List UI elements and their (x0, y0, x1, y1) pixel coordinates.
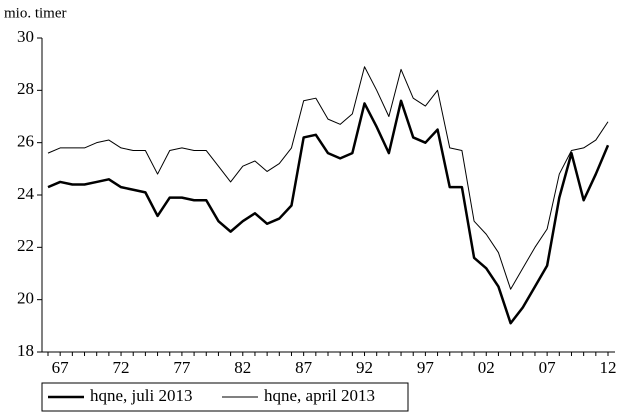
x-tick-label: 67 (52, 358, 70, 377)
y-tick-label: 22 (17, 236, 34, 255)
x-tick-label: 82 (234, 358, 251, 377)
y-tick-label: 30 (17, 27, 34, 46)
legend-label: hqne, april 2013 (264, 386, 375, 405)
y-tick-label: 24 (17, 184, 35, 203)
legend-box (41, 382, 409, 412)
x-tick-label: 97 (417, 358, 435, 377)
legend-label: hqne, juli 2013 (90, 386, 192, 405)
series-line (47, 66, 609, 290)
x-tick-label: 02 (478, 358, 495, 377)
x-tick-label: 77 (173, 358, 191, 377)
x-tick-label: 72 (113, 358, 130, 377)
y-tick-label: 18 (17, 341, 34, 360)
x-tick-label: 92 (356, 358, 373, 377)
x-tick-label: 12 (600, 358, 617, 377)
x-tick-label: 07 (539, 358, 557, 377)
series-line (47, 99, 610, 325)
x-tick-label: 87 (295, 358, 313, 377)
y-tick-label: 26 (17, 132, 34, 151)
y-axis-label: mio. timer (4, 5, 67, 21)
y-tick-label: 20 (17, 289, 34, 308)
y-tick-label: 28 (17, 79, 34, 98)
